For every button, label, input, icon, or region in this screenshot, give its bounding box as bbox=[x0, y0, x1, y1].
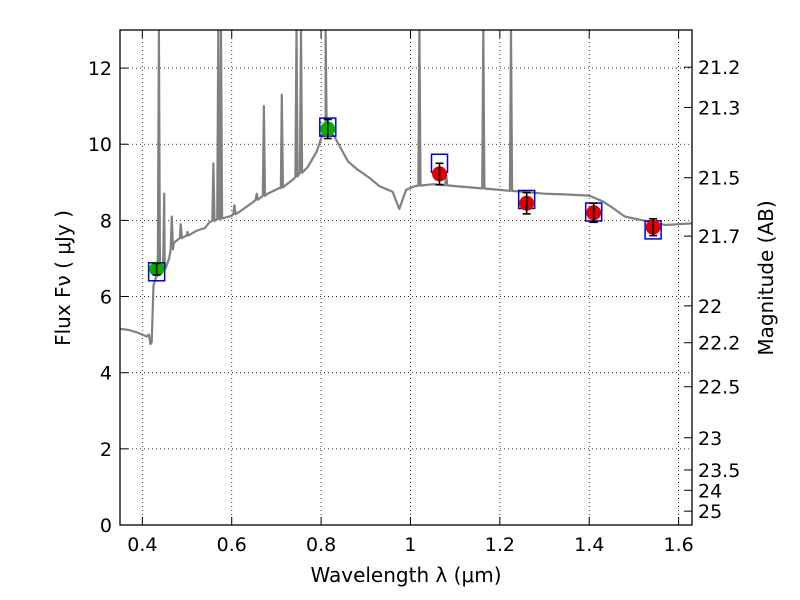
x-tick-label: 1 bbox=[404, 534, 416, 556]
x-tick-label: 0.6 bbox=[217, 534, 247, 556]
y-axis-label: Flux Fν ( μJy ) bbox=[51, 210, 75, 346]
y-tick-label: 12 bbox=[88, 58, 112, 80]
mag-tick-label: 22.5 bbox=[698, 377, 740, 399]
spectrum-line bbox=[120, 30, 692, 346]
x-tick-label: 1.2 bbox=[485, 534, 515, 556]
y-axis-right-label: Magnitude (AB) bbox=[754, 200, 778, 355]
plot-background bbox=[120, 30, 692, 525]
mag-tick-label: 21.5 bbox=[698, 168, 740, 190]
y-tick-label: 6 bbox=[100, 287, 112, 309]
x-axis-label: Wavelength λ (μm) bbox=[310, 563, 501, 587]
y-tick-label: 8 bbox=[100, 210, 112, 232]
mag-tick-label: 21.7 bbox=[698, 226, 740, 248]
mag-tick-label: 21.3 bbox=[698, 97, 740, 119]
x-tick-label: 1.4 bbox=[574, 534, 604, 556]
mag-tick-label: 21.2 bbox=[698, 57, 740, 79]
photometry-layer bbox=[147, 117, 662, 282]
plot-frame bbox=[119, 29, 693, 526]
mag-tick-label: 23.5 bbox=[698, 460, 740, 482]
y-tick-label: 2 bbox=[100, 439, 112, 461]
y-tick-label: 10 bbox=[88, 134, 112, 156]
y-tick-label: 0 bbox=[100, 515, 112, 537]
x-tick-label: 0.4 bbox=[127, 534, 157, 556]
x-tick-label: 0.8 bbox=[306, 534, 336, 556]
mag-tick-label: 23 bbox=[698, 428, 722, 450]
x-tick-label: 1.6 bbox=[663, 534, 693, 556]
mag-tick-label: 25 bbox=[698, 501, 722, 523]
mag-tick-label: 22 bbox=[698, 296, 722, 318]
mag-tick-label: 24 bbox=[698, 480, 722, 502]
mag-tick-label: 22.2 bbox=[698, 333, 740, 355]
spectrum-layer bbox=[120, 30, 692, 346]
y-tick-label: 4 bbox=[100, 363, 112, 385]
